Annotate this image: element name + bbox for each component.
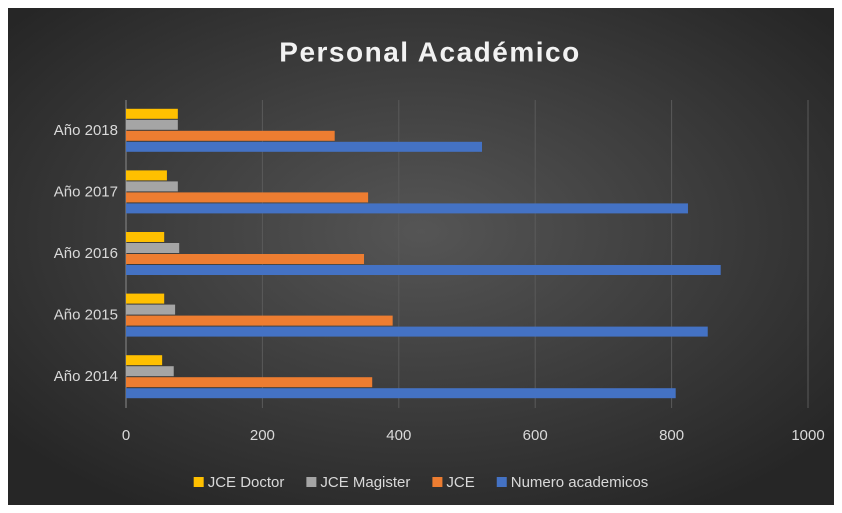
legend-label: JCE Magister — [320, 474, 410, 491]
x-tick-label: 400 — [386, 427, 411, 444]
legend-swatch — [193, 477, 204, 487]
bar — [126, 203, 688, 214]
x-tick-label: 0 — [122, 427, 130, 444]
bar — [126, 326, 708, 337]
bar — [126, 243, 180, 253]
x-tick-label: 200 — [250, 427, 275, 444]
bar — [126, 265, 721, 275]
legend-label: Numero academicos — [511, 474, 649, 491]
bar — [126, 232, 165, 242]
legend-label: JCE Doctor — [208, 474, 285, 491]
bar — [126, 170, 167, 181]
bar — [126, 192, 369, 203]
y-tick-label: Año 2017 — [54, 183, 118, 200]
legend-swatch — [306, 477, 317, 487]
bar — [126, 315, 393, 326]
bar — [126, 130, 335, 141]
bar — [126, 293, 165, 304]
y-tick-label: Año 2016 — [54, 245, 118, 262]
bar — [126, 119, 178, 130]
y-tick-label: Año 2018 — [54, 122, 118, 139]
chart-title: Personal Académico — [279, 36, 580, 67]
legend-swatch — [432, 477, 443, 487]
y-tick-label: Año 2015 — [54, 307, 118, 324]
y-tick-label: Año 2014 — [54, 368, 118, 385]
x-tick-label: 600 — [523, 427, 548, 444]
bar — [126, 254, 365, 264]
bar — [126, 141, 483, 152]
bar — [126, 304, 176, 315]
bar — [126, 388, 676, 399]
x-tick-label: 1000 — [791, 427, 824, 444]
legend-label: JCE — [446, 474, 474, 491]
legend-swatch — [496, 477, 507, 487]
bar — [126, 181, 178, 192]
bar — [126, 377, 373, 388]
x-tick-label: 800 — [659, 427, 684, 444]
bar — [126, 366, 174, 377]
bar — [126, 355, 163, 366]
bar — [126, 108, 178, 119]
